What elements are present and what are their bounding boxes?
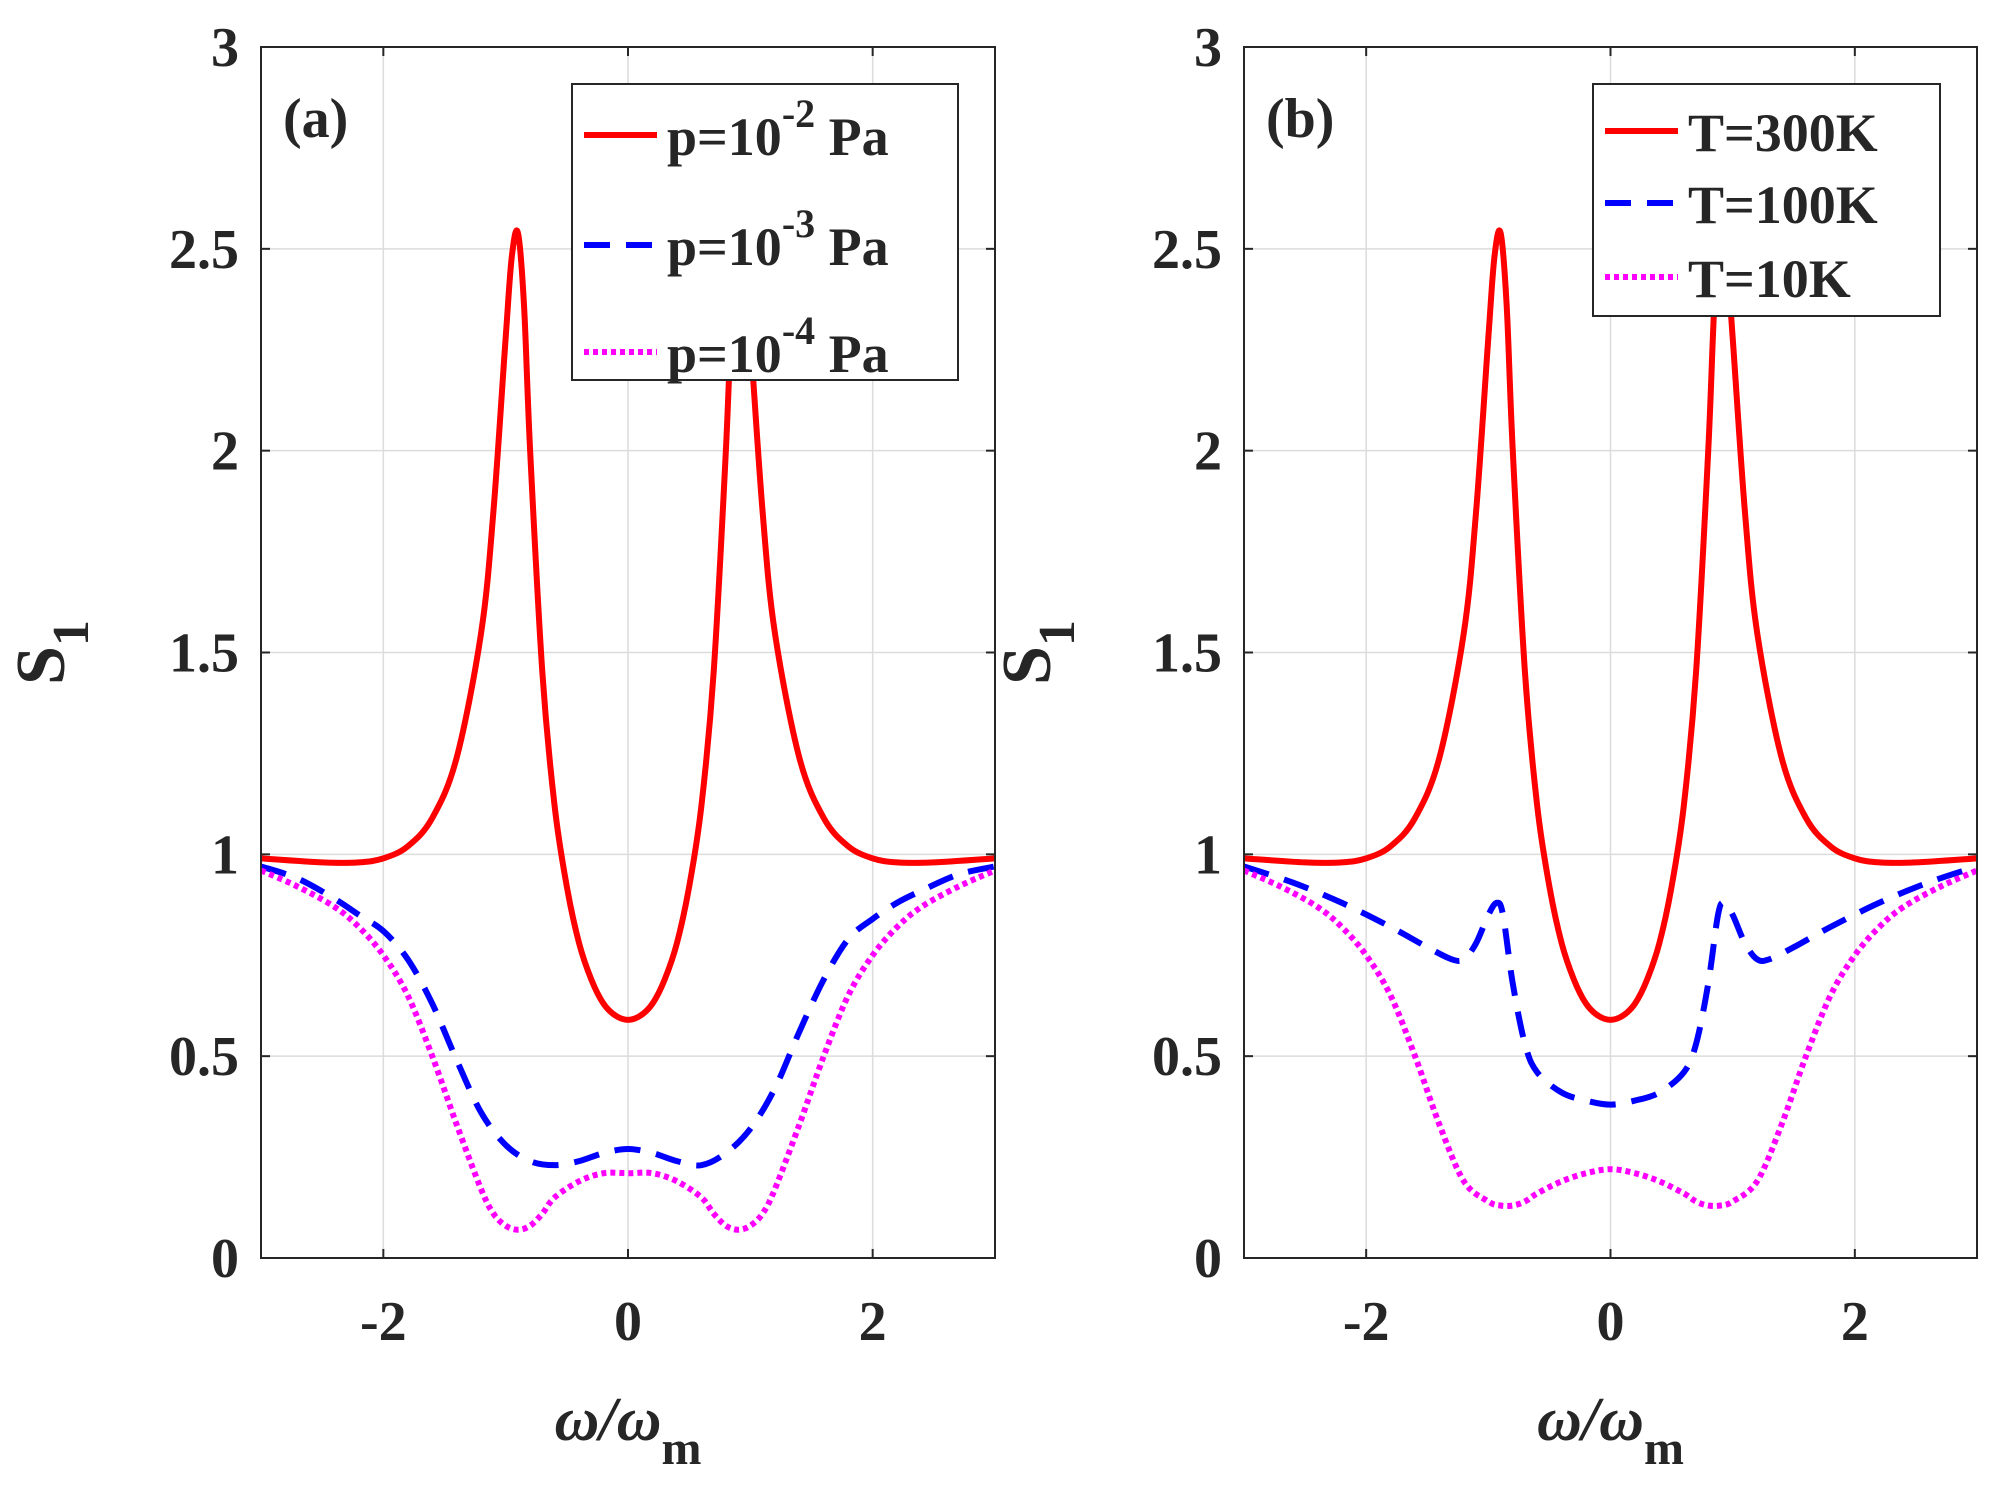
legend-entry-tail: Pa — [815, 107, 889, 167]
x-tick-label: 2 — [859, 1291, 887, 1353]
x-axis-label-sub: m — [661, 1422, 701, 1475]
panel-label: (b) — [1266, 88, 1334, 150]
x-axis-label-sub: m — [1644, 1422, 1684, 1475]
x-tick-label: 0 — [614, 1291, 642, 1353]
x-axis-label-main: ω/ω — [1537, 1386, 1644, 1454]
x-tick-label: 2 — [1841, 1291, 1869, 1353]
x-tick-label: -2 — [1343, 1291, 1390, 1353]
series-line-2 — [1244, 863, 1977, 1108]
legend-entry-base: T=10K — [1688, 249, 1851, 309]
tick-marks — [1244, 46, 1977, 1259]
y-tick-label: 1.5 — [1152, 623, 1222, 685]
panel-label: (a) — [283, 88, 348, 150]
legend-entry-1: p=10-2 Pa — [667, 91, 889, 167]
y-tick-label: 1.5 — [169, 623, 239, 685]
series-line-2 — [261, 863, 995, 1169]
legend-entry-base: T=100K — [1688, 175, 1878, 235]
y-axis-label-sub: 1 — [1029, 620, 1086, 646]
legend-entry-base: p=10 — [667, 217, 782, 277]
y-tick-label: 0 — [1194, 1228, 1222, 1290]
y-axis-label-main: S — [3, 646, 80, 685]
legend-entry-sup: -3 — [782, 201, 815, 246]
y-tick-label: 1 — [1194, 824, 1222, 886]
y-tick-label: 0.5 — [1152, 1026, 1222, 1088]
x-axis-label-main: ω/ω — [555, 1386, 662, 1454]
series-line-1 — [261, 227, 995, 1023]
legend-entry-3: p=10-4 Pa — [667, 308, 889, 384]
legend-entry-1: T=300K — [1688, 103, 1878, 163]
y-axis-label: S1 — [3, 620, 100, 685]
y-tick-label: 1 — [211, 824, 239, 886]
legend-entry-base: p=10 — [667, 107, 782, 167]
y-tick-label: 0 — [211, 1228, 239, 1290]
series-group — [261, 227, 995, 1233]
legend: p=10-2 Pap=10-3 Pap=10-4 Pa — [571, 83, 959, 384]
x-tick-label: -2 — [360, 1291, 407, 1353]
y-axis-label-main: S — [989, 646, 1066, 685]
y-tick-label: 2 — [1194, 421, 1222, 483]
legend-entry-sup: -2 — [782, 91, 815, 136]
legend-entry-base: T=300K — [1688, 103, 1878, 163]
legend-entry-sup: -4 — [782, 308, 815, 353]
y-tick-label: 0.5 — [169, 1026, 239, 1088]
series-line-3 — [261, 867, 995, 1233]
legend-entry-3: T=10K — [1688, 249, 1851, 309]
legend-entry-tail: Pa — [815, 217, 889, 277]
series-group — [1244, 227, 1977, 1210]
y-tick-label: 3 — [211, 17, 239, 79]
y-tick-label: 3 — [1194, 17, 1222, 79]
series-line-3 — [1244, 867, 1977, 1210]
x-axis-label: ω/ωm — [1537, 1386, 1684, 1475]
tick-marks — [261, 46, 995, 1259]
x-tick-label: 0 — [1597, 1291, 1625, 1353]
legend-entry-2: T=100K — [1688, 175, 1878, 235]
legend: T=300K T=100K T=10K — [1592, 83, 1941, 317]
y-axis-label-sub: 1 — [43, 620, 100, 646]
y-tick-label: 2 — [211, 421, 239, 483]
x-axis-label: ω/ωm — [555, 1386, 702, 1475]
legend-entry-2: p=10-3 Pa — [667, 201, 889, 277]
y-axis-label: S1 — [989, 620, 1086, 685]
legend-entry-tail: Pa — [815, 324, 889, 384]
y-tick-label: 2.5 — [169, 219, 239, 281]
series-line-1 — [1244, 227, 1977, 1023]
y-tick-label: 2.5 — [1152, 219, 1222, 281]
legend-entry-base: p=10 — [667, 324, 782, 384]
